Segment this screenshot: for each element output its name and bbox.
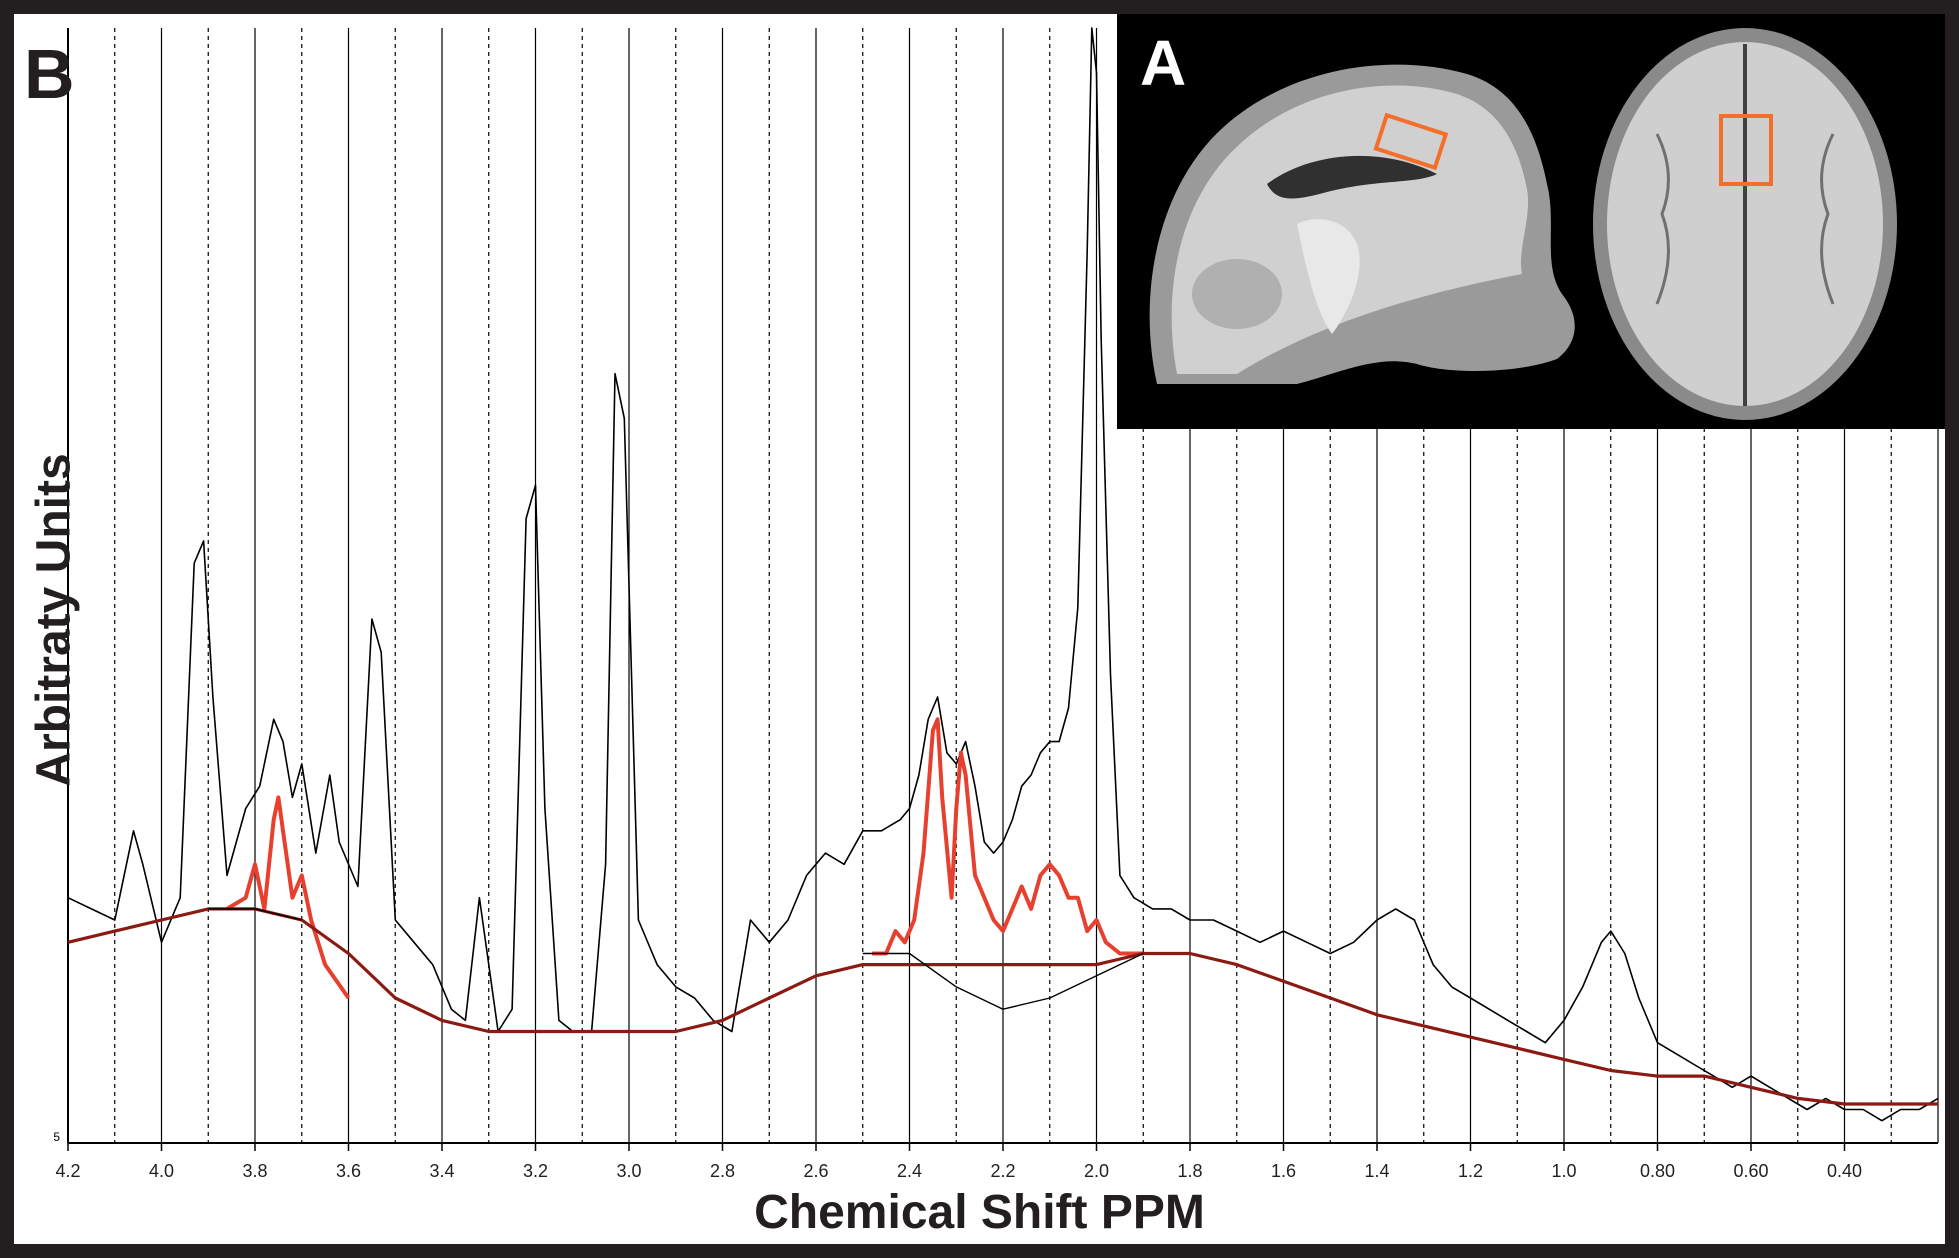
sagittal-roi-box (1373, 112, 1449, 171)
x-tick-label: 2.6 (803, 1161, 828, 1181)
y-tick-label: 5 (53, 1130, 60, 1144)
x-tick-label: 3.2 (523, 1161, 548, 1181)
x-tick-label: 2.4 (897, 1161, 922, 1181)
x-tick-labels: 4.2 4.0 3.8 3.6 3.4 3.2 3.0 2.8 2.6 2.4 2.2 2.0 1.8 1… (55, 1143, 1862, 1181)
sagittal-brain-image (1149, 64, 1575, 385)
x-tick-label: 1.6 (1271, 1161, 1296, 1181)
y-axis-label: Arbitraty Units (27, 453, 81, 787)
axial-roi-box (1719, 114, 1773, 186)
x-tick-label: 1.0 (1551, 1161, 1576, 1181)
x-tick-label: 4.2 (55, 1161, 80, 1181)
mri-inset-panel (1117, 14, 1945, 429)
x-tick-label: 0.80 (1640, 1161, 1675, 1181)
baseline-fit-line (67, 907, 1938, 1106)
thin-baseline-line (208, 908, 1144, 1010)
panel-label-b: B (24, 35, 75, 113)
x-tick-label: 0.40 (1827, 1161, 1862, 1181)
x-tick-label: 3.4 (429, 1161, 454, 1181)
mri-images (1149, 28, 1897, 420)
x-tick-label: 1.2 (1458, 1161, 1483, 1181)
x-tick-label: 0.60 (1733, 1161, 1768, 1181)
x-tick-label: 3.6 (336, 1161, 361, 1181)
x-tick-label: 3.8 (242, 1161, 267, 1181)
x-tick-label: 2.0 (1084, 1161, 1109, 1181)
x-tick-label: 3.0 (616, 1161, 641, 1181)
x-tick-label: 1.4 (1364, 1161, 1389, 1181)
x-axis-label: Chemical Shift PPM (754, 1186, 1205, 1239)
series-lines (67, 27, 1939, 1122)
x-tick-label: 2.2 (990, 1161, 1015, 1181)
measured-spectrum-line (67, 27, 1939, 1122)
x-tick-label: 4.0 (149, 1161, 174, 1181)
x-tick-label: 1.8 (1177, 1161, 1202, 1181)
x-tick-label: 2.8 (710, 1161, 735, 1181)
panel-label-a: A (1140, 27, 1187, 99)
axial-brain-image (1593, 28, 1897, 420)
